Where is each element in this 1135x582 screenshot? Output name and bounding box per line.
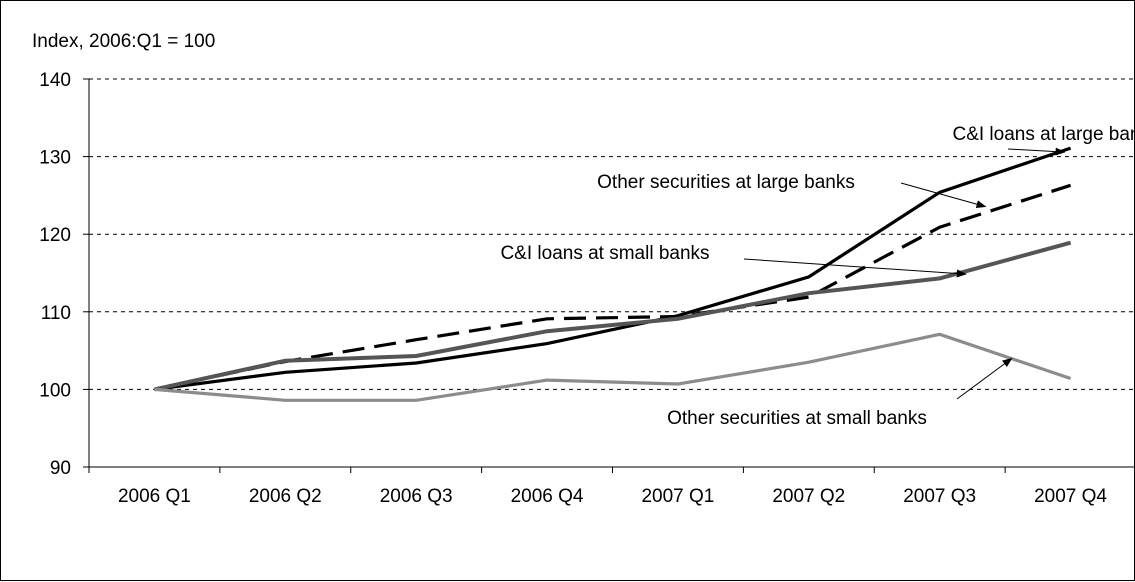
x-tick-label-3: 2006 Q3 <box>380 486 453 507</box>
annotation-arrow-2 <box>900 182 987 209</box>
x-tick-label-6: 2007 Q2 <box>772 486 845 507</box>
annotation-label-1: C&I loans at large banks <box>952 124 1135 145</box>
series-line-4 <box>154 332 1072 402</box>
y-tick-label-130: 130 <box>39 148 71 169</box>
unit-label: Index, 2006:Q1 = 100 <box>32 31 215 52</box>
annotation-label-3: C&I loans at small banks <box>500 243 709 264</box>
annotation-arrow-1 <box>1007 147 1066 156</box>
x-tick-label-7: 2007 Q3 <box>903 486 976 507</box>
y-tick-label-140: 140 <box>39 70 71 91</box>
y-tick-labels: 90 100 110 120 130 140 <box>39 70 71 479</box>
series-line-3 <box>153 240 1072 392</box>
annotation-arrow-3 <box>743 258 967 278</box>
series-line-2 <box>154 183 1072 391</box>
axes <box>83 78 1135 473</box>
x-tick-label-8: 2007 Q4 <box>1034 486 1107 507</box>
x-tick-label-4: 2006 Q4 <box>511 486 584 507</box>
y-tick-label-120: 120 <box>39 225 71 246</box>
x-tick-label-2: 2006 Q2 <box>249 486 322 507</box>
series-lines <box>153 146 1072 402</box>
y-tick-label-100: 100 <box>39 380 71 401</box>
x-tick-label-1: 2006 Q1 <box>118 486 191 507</box>
annotation-label-4: Other securities at small banks <box>667 408 927 429</box>
grid-lines <box>89 78 1135 390</box>
y-tick-label-90: 90 <box>50 458 71 479</box>
series-line-1 <box>154 146 1072 391</box>
x-tick-label-5: 2007 Q1 <box>641 486 714 507</box>
annotation-arrow-4 <box>956 357 1013 400</box>
series-annotations: C&I loans at large banks Other securities… <box>500 124 1135 429</box>
y-tick-label-110: 110 <box>41 303 71 324</box>
x-tick-labels: 2006 Q1 2006 Q2 2006 Q3 2006 Q4 2007 Q1 2007 … <box>118 486 1107 507</box>
annotation-label-2: Other securities at large banks <box>597 172 855 193</box>
